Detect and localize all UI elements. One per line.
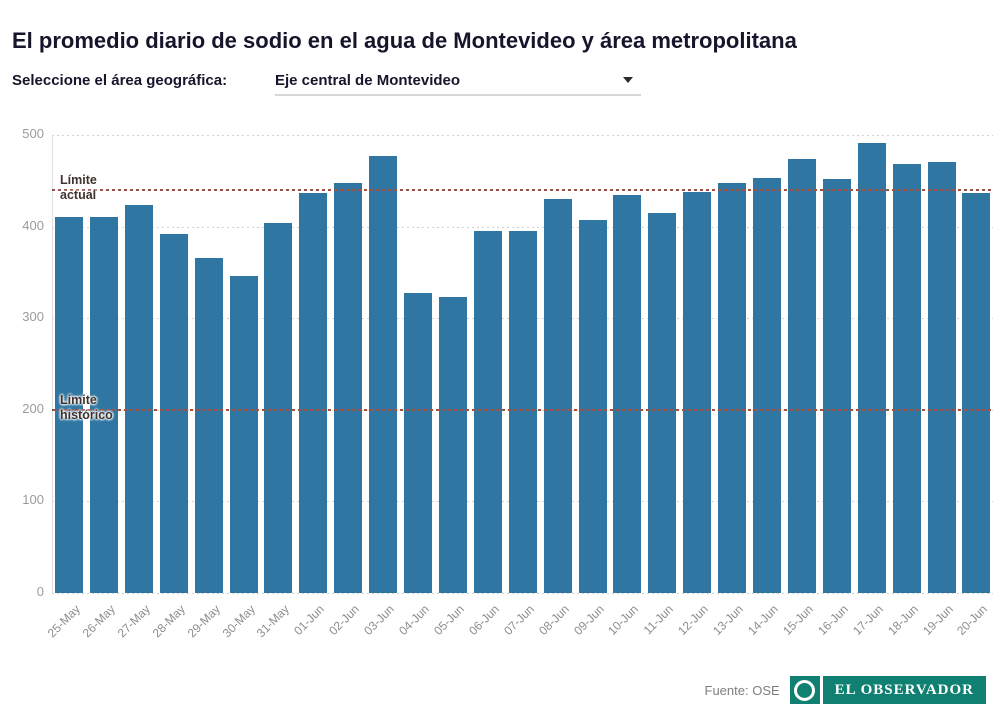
y-axis-line bbox=[52, 135, 53, 593]
y-axis-tick-label: 200 bbox=[22, 400, 44, 416]
bar-05-Jun[interactable] bbox=[438, 297, 467, 593]
gridline-0 bbox=[52, 593, 993, 594]
bar-18-Jun[interactable] bbox=[892, 164, 921, 593]
gridline-500 bbox=[52, 135, 993, 136]
reference-line-label: Límite histórico bbox=[60, 392, 113, 422]
bar-01-Jun[interactable] bbox=[299, 192, 328, 593]
bar-12-Jun[interactable] bbox=[683, 191, 712, 593]
bar-30-May[interactable] bbox=[229, 276, 258, 593]
sodium-bar-chart: 0 100 200 300 400 500 25-May 26-May 27-May 28-May… bbox=[0, 110, 1000, 676]
area-select-value: Eje central de Montevideo bbox=[275, 71, 461, 89]
observador-circle-icon bbox=[789, 676, 820, 704]
bar-25-May[interactable] bbox=[55, 217, 83, 593]
bar-04-Jun[interactable] bbox=[404, 292, 432, 593]
bar-14-Jun[interactable] bbox=[753, 178, 781, 593]
bar-29-May[interactable] bbox=[194, 257, 223, 593]
y-axis-tick-label: 0 bbox=[36, 584, 44, 599]
bar-19-Jun[interactable] bbox=[927, 161, 956, 593]
reference-line-label: Límite actual bbox=[60, 172, 97, 202]
bar-02-Jun[interactable] bbox=[334, 182, 363, 593]
bar-27-May[interactable] bbox=[124, 204, 153, 593]
bar-15-Jun[interactable] bbox=[787, 158, 816, 593]
y-axis-tick-label: 500 bbox=[22, 126, 44, 141]
bar-11-Jun[interactable] bbox=[648, 212, 677, 593]
area-select-dropdown[interactable]: Eje central de Montevideo bbox=[275, 66, 641, 96]
y-axis-tick-label: 400 bbox=[22, 217, 44, 233]
y-axis-tick-label: 300 bbox=[22, 309, 44, 325]
reference-line-440 bbox=[52, 188, 993, 191]
el-observador-logo: EL OBSERVADOR bbox=[789, 676, 986, 704]
bar-06-Jun[interactable] bbox=[473, 231, 502, 593]
area-select-label: Seleccione el área geográfica: bbox=[12, 72, 228, 89]
bar-10-Jun[interactable] bbox=[613, 195, 642, 593]
bar-17-Jun[interactable] bbox=[857, 143, 886, 593]
bar-07-Jun[interactable] bbox=[508, 231, 537, 593]
reference-line-200 bbox=[52, 408, 993, 411]
bar-26-May[interactable] bbox=[89, 217, 118, 593]
bar-31-May[interactable] bbox=[264, 222, 293, 593]
bar-13-Jun[interactable] bbox=[718, 182, 747, 593]
bar-09-Jun[interactable] bbox=[578, 220, 607, 593]
bar-03-Jun[interactable] bbox=[369, 156, 398, 593]
gridline-400 bbox=[52, 226, 993, 228]
footer: Fuente: OSE EL OBSERVADOR bbox=[705, 676, 986, 704]
circle-o-glyph bbox=[794, 679, 816, 701]
bar-20-Jun[interactable] bbox=[962, 192, 991, 593]
bar-28-May[interactable] bbox=[159, 233, 188, 593]
bar-16-Jun[interactable] bbox=[822, 178, 851, 593]
el-observador-wordmark: EL OBSERVADOR bbox=[822, 676, 986, 704]
bar-08-Jun[interactable] bbox=[543, 199, 572, 593]
page-title: El promedio diario de sodio en el agua d… bbox=[12, 27, 797, 53]
chevron-down-icon bbox=[623, 77, 633, 83]
y-axis-tick-label: 100 bbox=[22, 492, 44, 508]
source-label: Fuente: OSE bbox=[704, 682, 780, 698]
